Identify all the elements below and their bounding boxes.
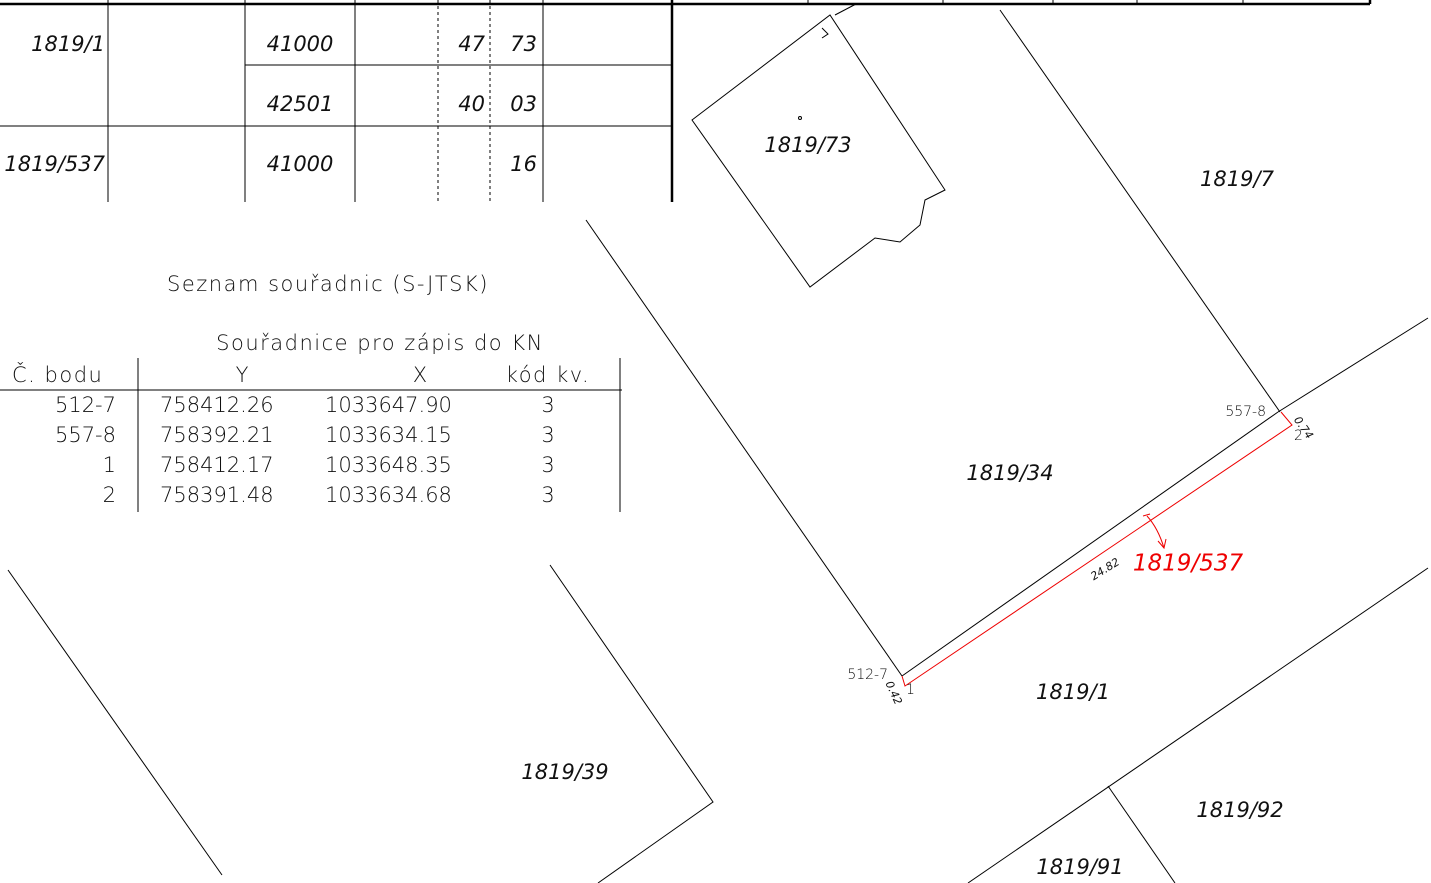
cell: 3 — [541, 453, 554, 477]
cell: 47 — [458, 32, 485, 56]
cell: 41000 — [267, 32, 334, 56]
boundary — [585, 219, 903, 677]
boundary — [7, 569, 223, 876]
boundary — [1277, 317, 1429, 413]
parcel-label: 1819/39 — [521, 760, 608, 784]
point-label: 557-8 — [1225, 404, 1266, 420]
table-subtitle: Souřadnice pro zápis do KN — [216, 331, 544, 355]
parcel-label: 1819/34 — [966, 461, 1053, 485]
cell: 1033647.90 — [325, 393, 452, 417]
cell: 16 — [510, 152, 537, 176]
header: kód kv. — [506, 363, 590, 387]
table-title: Seznam souřadnic (S-JTSK) — [167, 272, 489, 296]
boundary — [999, 9, 1281, 413]
header: Y — [236, 363, 249, 387]
cell: 512-7 — [55, 393, 116, 417]
parcel-label: 1819/7 — [1200, 167, 1275, 191]
tick — [1142, 513, 1151, 517]
cell: 758392.21 — [160, 423, 274, 447]
point-label: 512-7 — [847, 667, 888, 683]
cell: 1819/1 — [31, 32, 105, 56]
boundary — [967, 567, 1429, 883]
cell: 40 — [458, 92, 485, 116]
cell: 41000 — [267, 152, 334, 176]
parcel-label: 1819/91 — [1036, 855, 1123, 879]
cell: 1033634.68 — [325, 483, 452, 507]
header: Č. bodu — [12, 362, 103, 387]
cell: 758412.17 — [160, 453, 274, 477]
cell: 03 — [510, 92, 537, 116]
point-label: 1 — [906, 682, 915, 698]
boundary — [834, 3, 857, 16]
point-label: 2 — [1294, 428, 1303, 444]
rows: 512-7 758412.26 1033647.90 3 557-8 758392.21 1… — [55, 393, 555, 507]
new-parcel-label: 1819/537 — [1133, 551, 1244, 577]
cell: 758391.48 — [160, 483, 274, 507]
measurement: 0.42 — [883, 679, 905, 707]
detail — [821, 27, 829, 39]
cell: 2 — [103, 483, 116, 507]
map-labels: 1819/73 1819/7 1819/34 1819/1 1819/39 18… — [521, 133, 1315, 879]
cell: 1033634.15 — [325, 423, 452, 447]
cell: 3 — [541, 483, 554, 507]
parcel-label: 1819/92 — [1196, 798, 1283, 822]
arrow — [1146, 515, 1165, 549]
arrow-head — [1157, 538, 1167, 550]
building — [691, 14, 946, 288]
cell: 73 — [510, 32, 537, 56]
point — [798, 116, 802, 120]
cell: 42501 — [267, 92, 334, 116]
cell: 3 — [541, 423, 554, 447]
top-table: 1819/1 41000 47 73 42501 40 03 1819/537 … — [0, 0, 1372, 202]
parcel-label: 1819/1 — [1036, 680, 1110, 704]
cell: 1 — [103, 453, 116, 477]
cell: 758412.26 — [160, 393, 274, 417]
map-lines — [7, 3, 1429, 883]
boundary — [549, 564, 714, 883]
new-boundary — [901, 411, 1293, 687]
cell: 557-8 — [55, 423, 116, 447]
header: X — [413, 363, 427, 387]
cell: 1033648.35 — [325, 453, 452, 477]
boundary — [1107, 785, 1176, 883]
parcel-label: 1819/73 — [764, 133, 851, 157]
coordinate-table: Seznam souřadnic (S-JTSK) Souřadnice pro… — [0, 272, 622, 512]
cell: 3 — [541, 393, 554, 417]
boundary — [901, 411, 1279, 677]
cell: 1819/537 — [4, 152, 105, 176]
